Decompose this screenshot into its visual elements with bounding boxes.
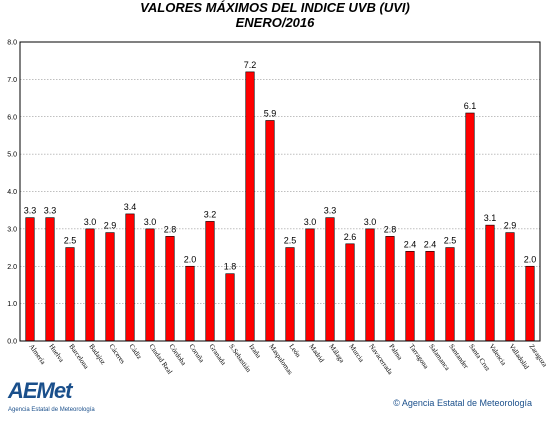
bar-value-label: 3.0 bbox=[144, 217, 157, 227]
category-label: Palma bbox=[387, 343, 404, 363]
bar-value-label: 1.8 bbox=[224, 262, 237, 272]
bar bbox=[165, 236, 175, 342]
category-label: Valencia bbox=[487, 343, 508, 368]
chart-title: VALORES MÁXIMOS DEL INDICE UVB (UVI) bbox=[140, 0, 410, 15]
bar bbox=[265, 120, 275, 342]
chart-subtitle: ENERO/2016 bbox=[235, 15, 315, 30]
bar bbox=[85, 228, 95, 342]
aemet-logo: AEMet Agencia Estatal de Meteorología bbox=[8, 378, 128, 422]
bar-value-label: 3.2 bbox=[204, 209, 217, 219]
bar bbox=[345, 243, 355, 342]
bar-value-label: 2.9 bbox=[104, 221, 117, 231]
y-tick-label: 4.0 bbox=[7, 189, 17, 196]
category-label: Córdoba bbox=[167, 343, 188, 368]
logo-subtitle: Agencia Estatal de Meteorología bbox=[8, 407, 95, 413]
bar-value-label: 2.5 bbox=[64, 236, 77, 246]
y-tick-label: 2.0 bbox=[7, 264, 17, 271]
bar-value-label: 6.1 bbox=[464, 101, 477, 111]
category-label: Cáceres bbox=[107, 343, 126, 366]
bar-value-label: 3.0 bbox=[304, 217, 317, 227]
chart-title-block: VALORES MÁXIMOS DEL INDICE UVB (UVI) ENE… bbox=[0, 0, 550, 30]
bar bbox=[45, 217, 55, 342]
bar-value-label: 2.9 bbox=[504, 221, 517, 231]
bar bbox=[505, 232, 515, 342]
bar bbox=[465, 112, 475, 342]
bar bbox=[525, 265, 535, 342]
bar bbox=[105, 232, 115, 342]
category-label: León bbox=[287, 343, 302, 360]
bar-value-label: 2.5 bbox=[284, 236, 297, 246]
bar bbox=[25, 217, 35, 342]
bar bbox=[365, 228, 375, 342]
bar bbox=[205, 221, 215, 342]
bar bbox=[125, 213, 135, 342]
y-tick-label: 3.0 bbox=[7, 226, 17, 233]
category-label: Madrid bbox=[307, 343, 326, 365]
bar-value-label: 2.8 bbox=[164, 224, 177, 234]
y-tick-label: 7.0 bbox=[7, 77, 17, 84]
plot-frame bbox=[19, 41, 541, 342]
bar-value-label: 2.4 bbox=[424, 239, 437, 249]
bar-value-label: 2.0 bbox=[184, 254, 197, 264]
bar-layer bbox=[25, 71, 535, 342]
category-label: Badajoz bbox=[87, 343, 107, 366]
bar-value-label: 3.4 bbox=[124, 202, 137, 212]
logo-word: AEMet bbox=[8, 378, 72, 403]
bar bbox=[485, 224, 495, 342]
copyright-text: © Agencia Estatal de Meteorología bbox=[393, 398, 532, 408]
y-tick-label: 5.0 bbox=[7, 152, 17, 159]
category-label: Málaga bbox=[327, 343, 346, 366]
category-label: Izaña bbox=[247, 343, 263, 361]
category-label: Coruña bbox=[187, 343, 206, 365]
category-label: Almería bbox=[27, 343, 47, 367]
bar-value-label: 2.8 bbox=[384, 224, 397, 234]
bar bbox=[425, 251, 435, 342]
bar-value-label: 2.4 bbox=[404, 239, 417, 249]
y-tick-label: 1.0 bbox=[7, 301, 17, 308]
bar bbox=[445, 247, 455, 342]
category-label: Granada bbox=[207, 343, 228, 368]
bar-value-label: 2.6 bbox=[344, 232, 357, 242]
y-tick-label: 8.0 bbox=[7, 40, 17, 47]
bar-value-label: 3.3 bbox=[24, 206, 37, 216]
bar-value-label: 3.3 bbox=[44, 206, 57, 216]
category-label: Huelva bbox=[47, 343, 66, 365]
bar bbox=[145, 228, 155, 342]
bar bbox=[305, 228, 315, 342]
bar bbox=[245, 71, 255, 342]
bar-value-label: 3.0 bbox=[364, 217, 377, 227]
y-tick-label: 6.0 bbox=[7, 114, 17, 121]
bar bbox=[405, 251, 415, 342]
bar bbox=[285, 247, 295, 342]
y-tick-label: 0.0 bbox=[7, 339, 17, 346]
bar bbox=[225, 273, 235, 342]
bar-value-label: 3.3 bbox=[324, 206, 337, 216]
bar bbox=[325, 217, 335, 342]
bar bbox=[65, 247, 75, 342]
bar-value-label: 3.0 bbox=[84, 217, 97, 227]
bar-value-label: 3.1 bbox=[484, 213, 497, 223]
category-label: Cádiz bbox=[127, 343, 143, 361]
bar bbox=[185, 265, 195, 342]
bar-value-label: 2.0 bbox=[524, 254, 537, 264]
grid-layer bbox=[20, 79, 540, 304]
bar bbox=[385, 236, 395, 342]
bar-value-label: 5.9 bbox=[264, 108, 277, 118]
bar-value-label: 7.2 bbox=[244, 60, 257, 70]
bar-value-label: 2.5 bbox=[444, 236, 457, 246]
category-label: Murcia bbox=[347, 343, 366, 365]
